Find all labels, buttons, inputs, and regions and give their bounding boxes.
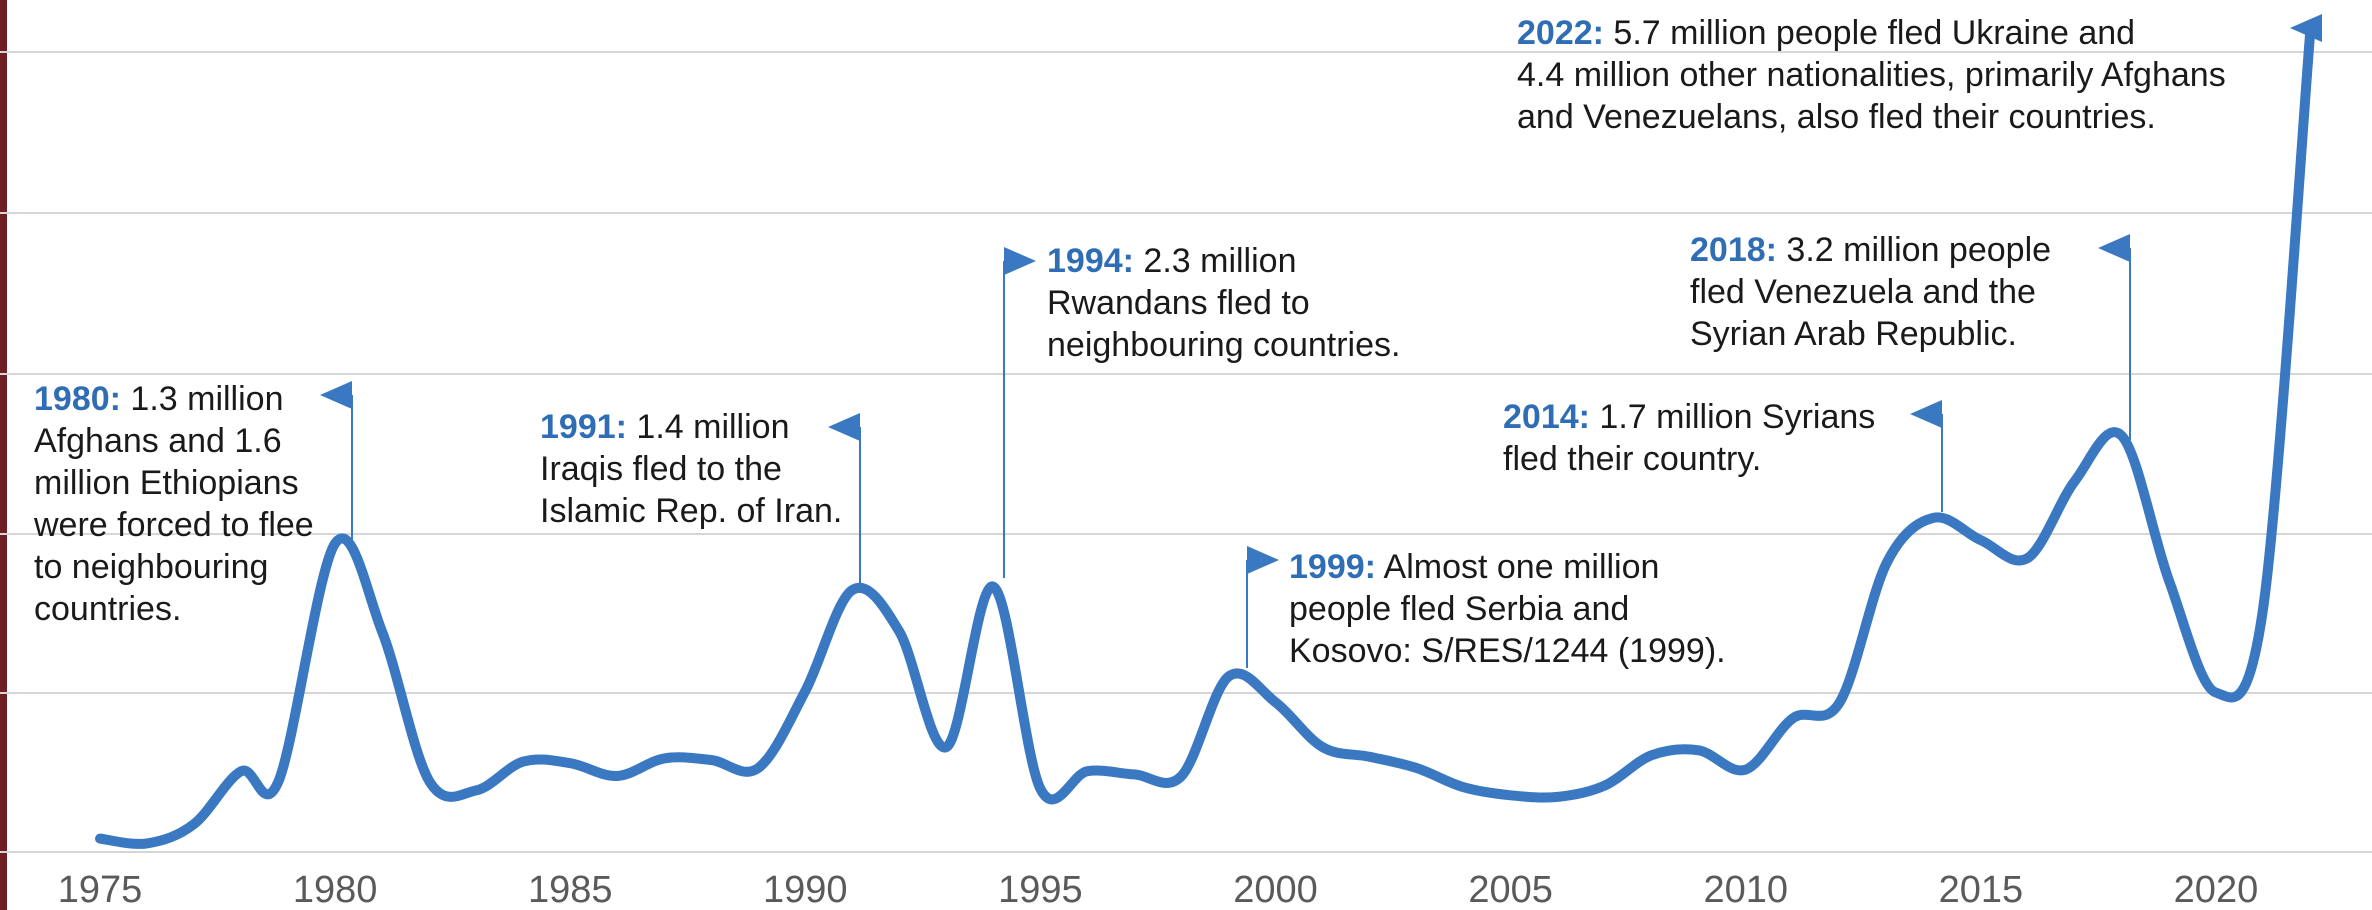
annotation-text: Almost one million [1376, 548, 1659, 586]
annotation: 1999: Almost one million people fled Serb… [1246, 546, 1726, 670]
left-border-bar [0, 0, 7, 910]
annotation-line: 1991: 1.4 million [540, 408, 789, 446]
x-tick-label: 2015 [1939, 869, 2024, 910]
annotation-line: 2014: 1.7 million Syrians [1503, 398, 1875, 436]
annotation-line: Iraqis fled to the [540, 450, 782, 488]
annotation-text: 1.7 million Syrians [1590, 398, 1875, 436]
annotation-year: 1994: [1047, 242, 1134, 280]
annotation-line: neighbouring countries. [1047, 326, 1400, 364]
gridlines [0, 51, 2372, 853]
annotation-line: 1980: 1.3 million [34, 380, 283, 418]
annotation: 1980: 1.3 million Afghans and 1.6 million … [33, 380, 353, 628]
flag-marker [320, 381, 352, 409]
flag-marker [1910, 400, 1942, 428]
annotation-year: 1999: [1289, 548, 1376, 586]
annotation-line: Islamic Rep. of Iran. [540, 492, 842, 530]
annotation-line: 2018: 3.2 million people [1690, 231, 2051, 269]
x-tick-label: 1995 [998, 869, 1083, 910]
flag-marker [828, 413, 860, 441]
x-tick-label: 2005 [1468, 869, 1553, 910]
flag-marker [1004, 247, 1036, 275]
x-tick-label: 1975 [58, 869, 143, 910]
annotation-year: 2018: [1690, 231, 1777, 269]
annotation-line: were forced to flee [33, 506, 314, 544]
annotation-line: Kosovo: S/RES/1244 (1999). [1289, 632, 1726, 670]
annotation-text: 1.3 million [121, 380, 284, 418]
annotation-line: and Venezuelans, also fled their countri… [1517, 98, 2156, 136]
annotations: 1980: 1.3 million Afghans and 1.6 million … [33, 14, 2322, 670]
flag-marker [1247, 546, 1279, 574]
annotation-year: 1980: [34, 380, 121, 418]
x-tick-label: 2000 [1233, 869, 1318, 910]
annotation-year: 2014: [1503, 398, 1590, 436]
annotation-line: 1999: Almost one million [1289, 548, 1659, 586]
annotation-line: people fled Serbia and [1289, 590, 1629, 628]
annotation: 2018: 3.2 million people fled Venezuela a… [1690, 231, 2131, 440]
annotation-line: million Ethiopians [34, 464, 299, 502]
annotation-line: fled their country. [1503, 440, 1761, 478]
x-axis-ticks: 1975 1980 1985 1990 1995 2000 2005 2010 2015 2020 [58, 869, 2259, 910]
x-tick-label: 2010 [1703, 869, 1788, 910]
annotation-line: Syrian Arab Republic. [1690, 315, 2017, 353]
annotation-line: 1994: 2.3 million [1047, 242, 1296, 280]
x-tick-label: 1985 [528, 869, 613, 910]
annotation: 1994: 2.3 million Rwandans fled to neighbo… [1003, 242, 1400, 578]
annotation-text: 3.2 million people [1777, 231, 2051, 269]
annotation-line: fled Venezuela and the [1690, 273, 2036, 311]
annotation-line: 4.4 million other nationalities, primari… [1517, 56, 2226, 94]
annotation: 2022: 5.7 million people fled Ukraine an… [1517, 14, 2322, 136]
x-tick-label: 1990 [763, 869, 848, 910]
annotation-line: countries. [34, 590, 181, 628]
flag-marker [2098, 234, 2130, 262]
annotation-year: 2022: [1517, 14, 1604, 52]
x-tick-label: 1980 [293, 869, 378, 910]
annotation: 1991: 1.4 million Iraqis fled to the Islam… [540, 408, 861, 588]
annotation-line: Rwandans fled to [1047, 284, 1310, 322]
annotation-year: 1991: [540, 408, 627, 446]
annotation-line: 2022: 5.7 million people fled Ukraine an… [1517, 14, 2135, 52]
annotation-text: 2.3 million [1134, 242, 1297, 280]
annotation: 2014: 1.7 million Syrians fled their coun… [1503, 398, 1943, 512]
series-line [95, 30, 2315, 849]
annotation-line: Afghans and 1.6 [34, 422, 282, 460]
annotation-text: 5.7 million people fled Ukraine and [1604, 14, 2135, 52]
annotation-text: 1.4 million [627, 408, 790, 446]
x-tick-label: 2020 [2174, 869, 2259, 910]
annotation-line: to neighbouring [34, 548, 268, 586]
